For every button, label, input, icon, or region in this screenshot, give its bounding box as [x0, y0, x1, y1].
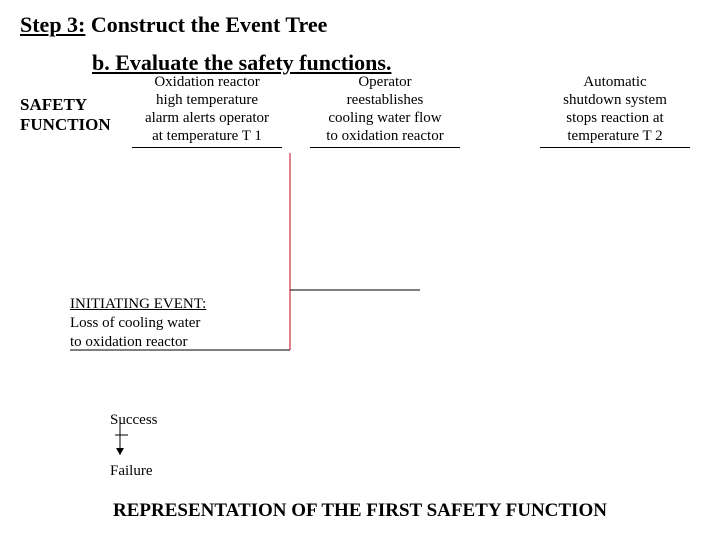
footer-caption: REPRESENTATION OF THE FIRST SAFETY FUNCT…	[0, 500, 720, 522]
event-tree-diagram	[0, 0, 720, 540]
legend-success: Success	[110, 412, 158, 429]
legend-failure: Failure	[110, 463, 153, 480]
